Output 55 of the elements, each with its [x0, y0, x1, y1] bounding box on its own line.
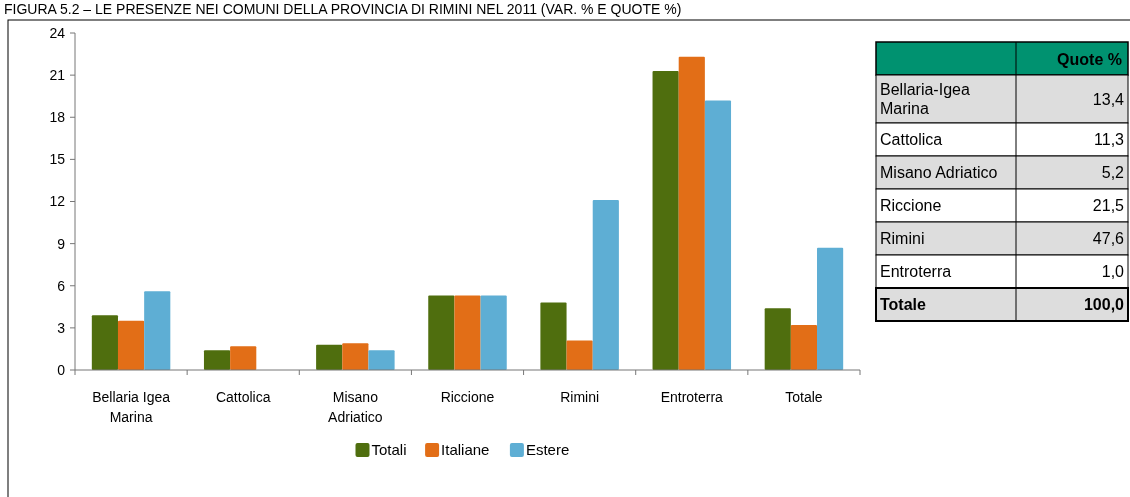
y-tick-label: 3 — [57, 319, 66, 336]
y-tick-label: 18 — [49, 109, 66, 126]
bar — [203, 350, 231, 370]
text: 100,0 — [1083, 296, 1124, 314]
x-tick-label: Bellaria Igea Marina — [92, 389, 171, 425]
chart-title: FIGURA 5.2 – LE PRESENZE NEI COMUNI DELLA PROVINCIA DI RIMINI NEL 2011 (VAR. % E QUOTE %) — [4, 1, 682, 17]
x-tick-label: Entroterra — [660, 389, 724, 405]
y-tick-label: 9 — [57, 235, 66, 252]
bar — [566, 340, 593, 370]
y-tick-label: 15 — [49, 151, 66, 168]
x-tick-label: Totale — [785, 389, 823, 405]
category-label: Cattolica — [880, 131, 943, 149]
bar — [117, 320, 145, 370]
text: Quote % — [1057, 50, 1122, 68]
legend-label: Totali — [371, 441, 407, 459]
x-tick-label: Cattolica — [215, 389, 271, 405]
text: 11,3 — [1094, 131, 1124, 149]
text: 5,2 — [1101, 164, 1124, 182]
bar — [592, 200, 619, 370]
text: 1,0 — [1101, 263, 1124, 281]
y-tick-label: 12 — [49, 193, 66, 210]
bar — [230, 346, 257, 370]
category-label: Totale — [880, 296, 927, 314]
bar — [678, 56, 705, 370]
bar — [652, 70, 679, 370]
bar — [790, 325, 818, 370]
y-tick-label: 0 — [57, 361, 66, 378]
bar — [368, 350, 395, 370]
bar — [480, 295, 507, 370]
x-tick-label: Misano Adriatico — [328, 389, 383, 425]
category-label: Entroterra — [880, 263, 952, 281]
bar — [428, 295, 455, 370]
category-label: Rimini — [880, 230, 925, 248]
bar — [454, 295, 481, 370]
y-tick-label: 21 — [49, 67, 66, 84]
bar — [817, 247, 844, 370]
category-label: Riccione — [880, 197, 942, 215]
legend-label: Italiane — [441, 441, 490, 459]
bar — [342, 343, 369, 370]
legend-label: Estere — [525, 441, 570, 459]
x-tick-label: Rimini — [560, 389, 600, 405]
text: 21,5 — [1092, 197, 1124, 215]
bar — [764, 308, 791, 370]
bar — [316, 344, 343, 370]
bar — [144, 291, 171, 370]
category-label: Misano Adriatico — [880, 164, 998, 182]
y-tick-label: 6 — [57, 277, 66, 294]
bar — [704, 100, 732, 370]
category-label: Bellaria-Igea Marina — [880, 81, 970, 118]
x-tick-label: Riccione — [440, 389, 495, 405]
bar — [540, 302, 567, 370]
text: 47,6 — [1092, 230, 1124, 248]
bar — [91, 315, 118, 370]
y-tick-label: 24 — [49, 24, 66, 41]
text: 13,4 — [1092, 90, 1124, 108]
